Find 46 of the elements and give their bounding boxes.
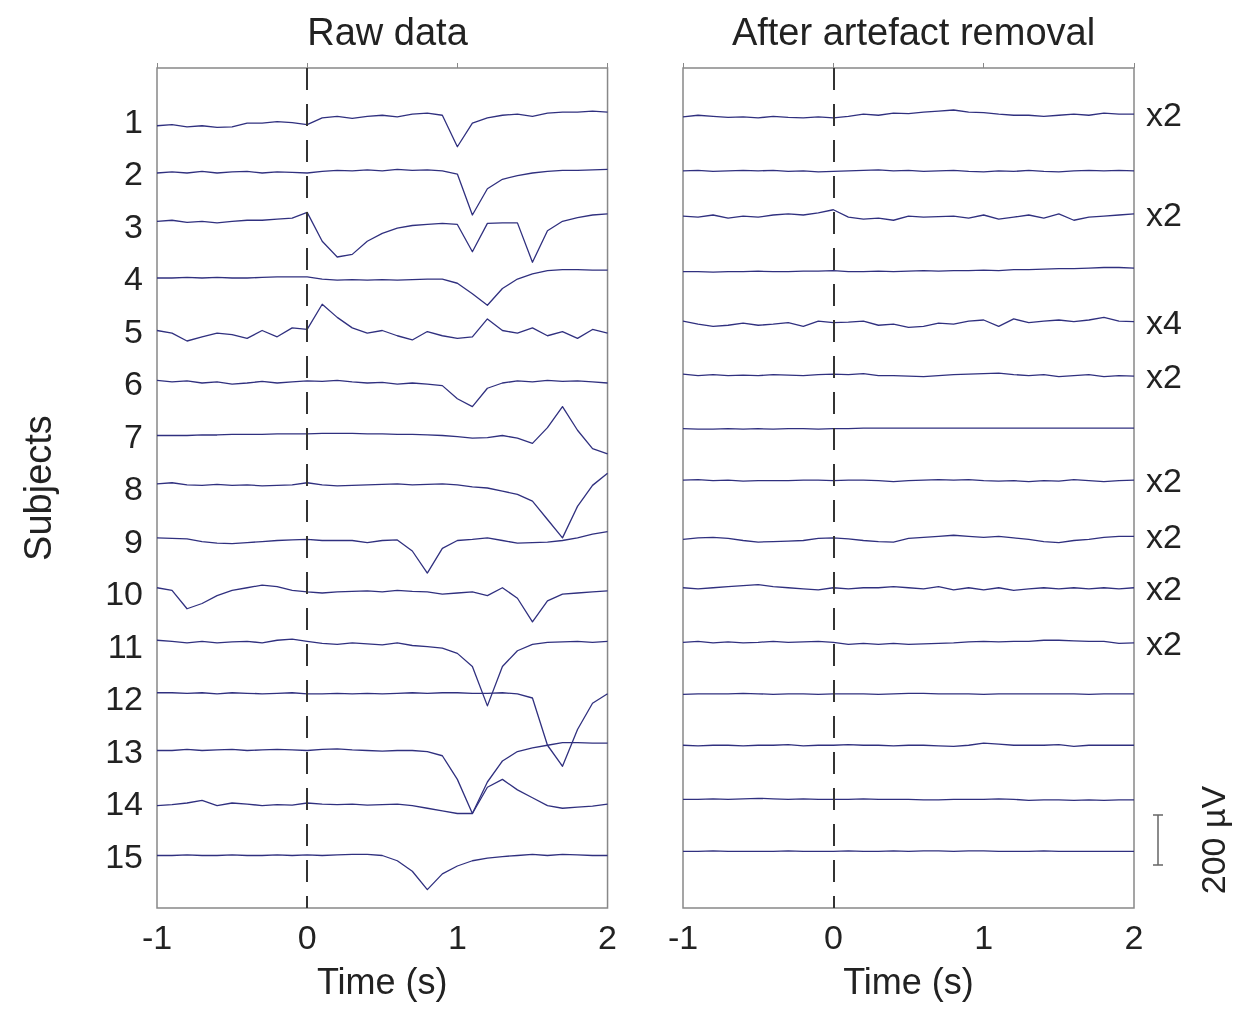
x-tick-label: 2: [598, 918, 618, 956]
x-axis-title: Time (s): [843, 960, 974, 1002]
y-tick-label: 15: [105, 836, 143, 875]
y-tick-label: 11: [107, 626, 143, 665]
series-label: x2: [1146, 517, 1182, 556]
y-axis-title: Subjects: [17, 415, 59, 561]
line-series: [156, 853, 609, 891]
y-tick-label: 2: [124, 154, 143, 192]
x-tick-label: 0: [823, 918, 843, 956]
y-tick-label: 14: [105, 784, 143, 822]
y-tick-label: 10: [105, 574, 143, 612]
x-tick-label: -1: [141, 918, 173, 956]
y-tick-label: 7: [124, 416, 143, 455]
line-series: [156, 110, 609, 148]
series-label: x2: [1146, 95, 1182, 134]
x-tick-label: 1: [447, 918, 467, 956]
chart-title: Raw data: [307, 11, 469, 53]
line-series: [156, 211, 609, 263]
line-series: [156, 268, 609, 306]
x-tick-label: 1: [974, 918, 994, 956]
chart-title: After artefact removal: [731, 11, 1096, 53]
line-series: [156, 405, 609, 455]
series-label: x2: [1146, 194, 1182, 233]
line-series: [156, 584, 609, 623]
series-label: x2: [1146, 461, 1182, 500]
y-tick-label: 3: [124, 206, 143, 245]
x-tick-label: 0: [297, 918, 317, 956]
y-tick-label: 9: [124, 521, 143, 560]
series-label: x2: [1146, 623, 1182, 662]
y-tick-label: 13: [105, 731, 143, 770]
x-tick-label: 2: [1124, 918, 1144, 956]
y-tick-label: 1: [124, 101, 143, 140]
line-series: [156, 303, 609, 342]
line-series: [156, 379, 609, 408]
y-tick-label: 5: [124, 311, 143, 350]
y-tick-label: 6: [124, 364, 143, 402]
series-label: x2: [1146, 357, 1182, 396]
x-tick-label: -1: [667, 918, 699, 956]
series-label: x4: [1146, 302, 1182, 341]
x-axis-title: Time (s): [316, 960, 448, 1002]
y-tick-label: 4: [124, 259, 143, 297]
text: 200 µV: [1194, 785, 1232, 895]
y-tick-label: 8: [124, 469, 143, 507]
series-label: x2: [1146, 568, 1182, 607]
line-series: [156, 168, 609, 216]
y-tick-label: 12: [105, 679, 143, 717]
